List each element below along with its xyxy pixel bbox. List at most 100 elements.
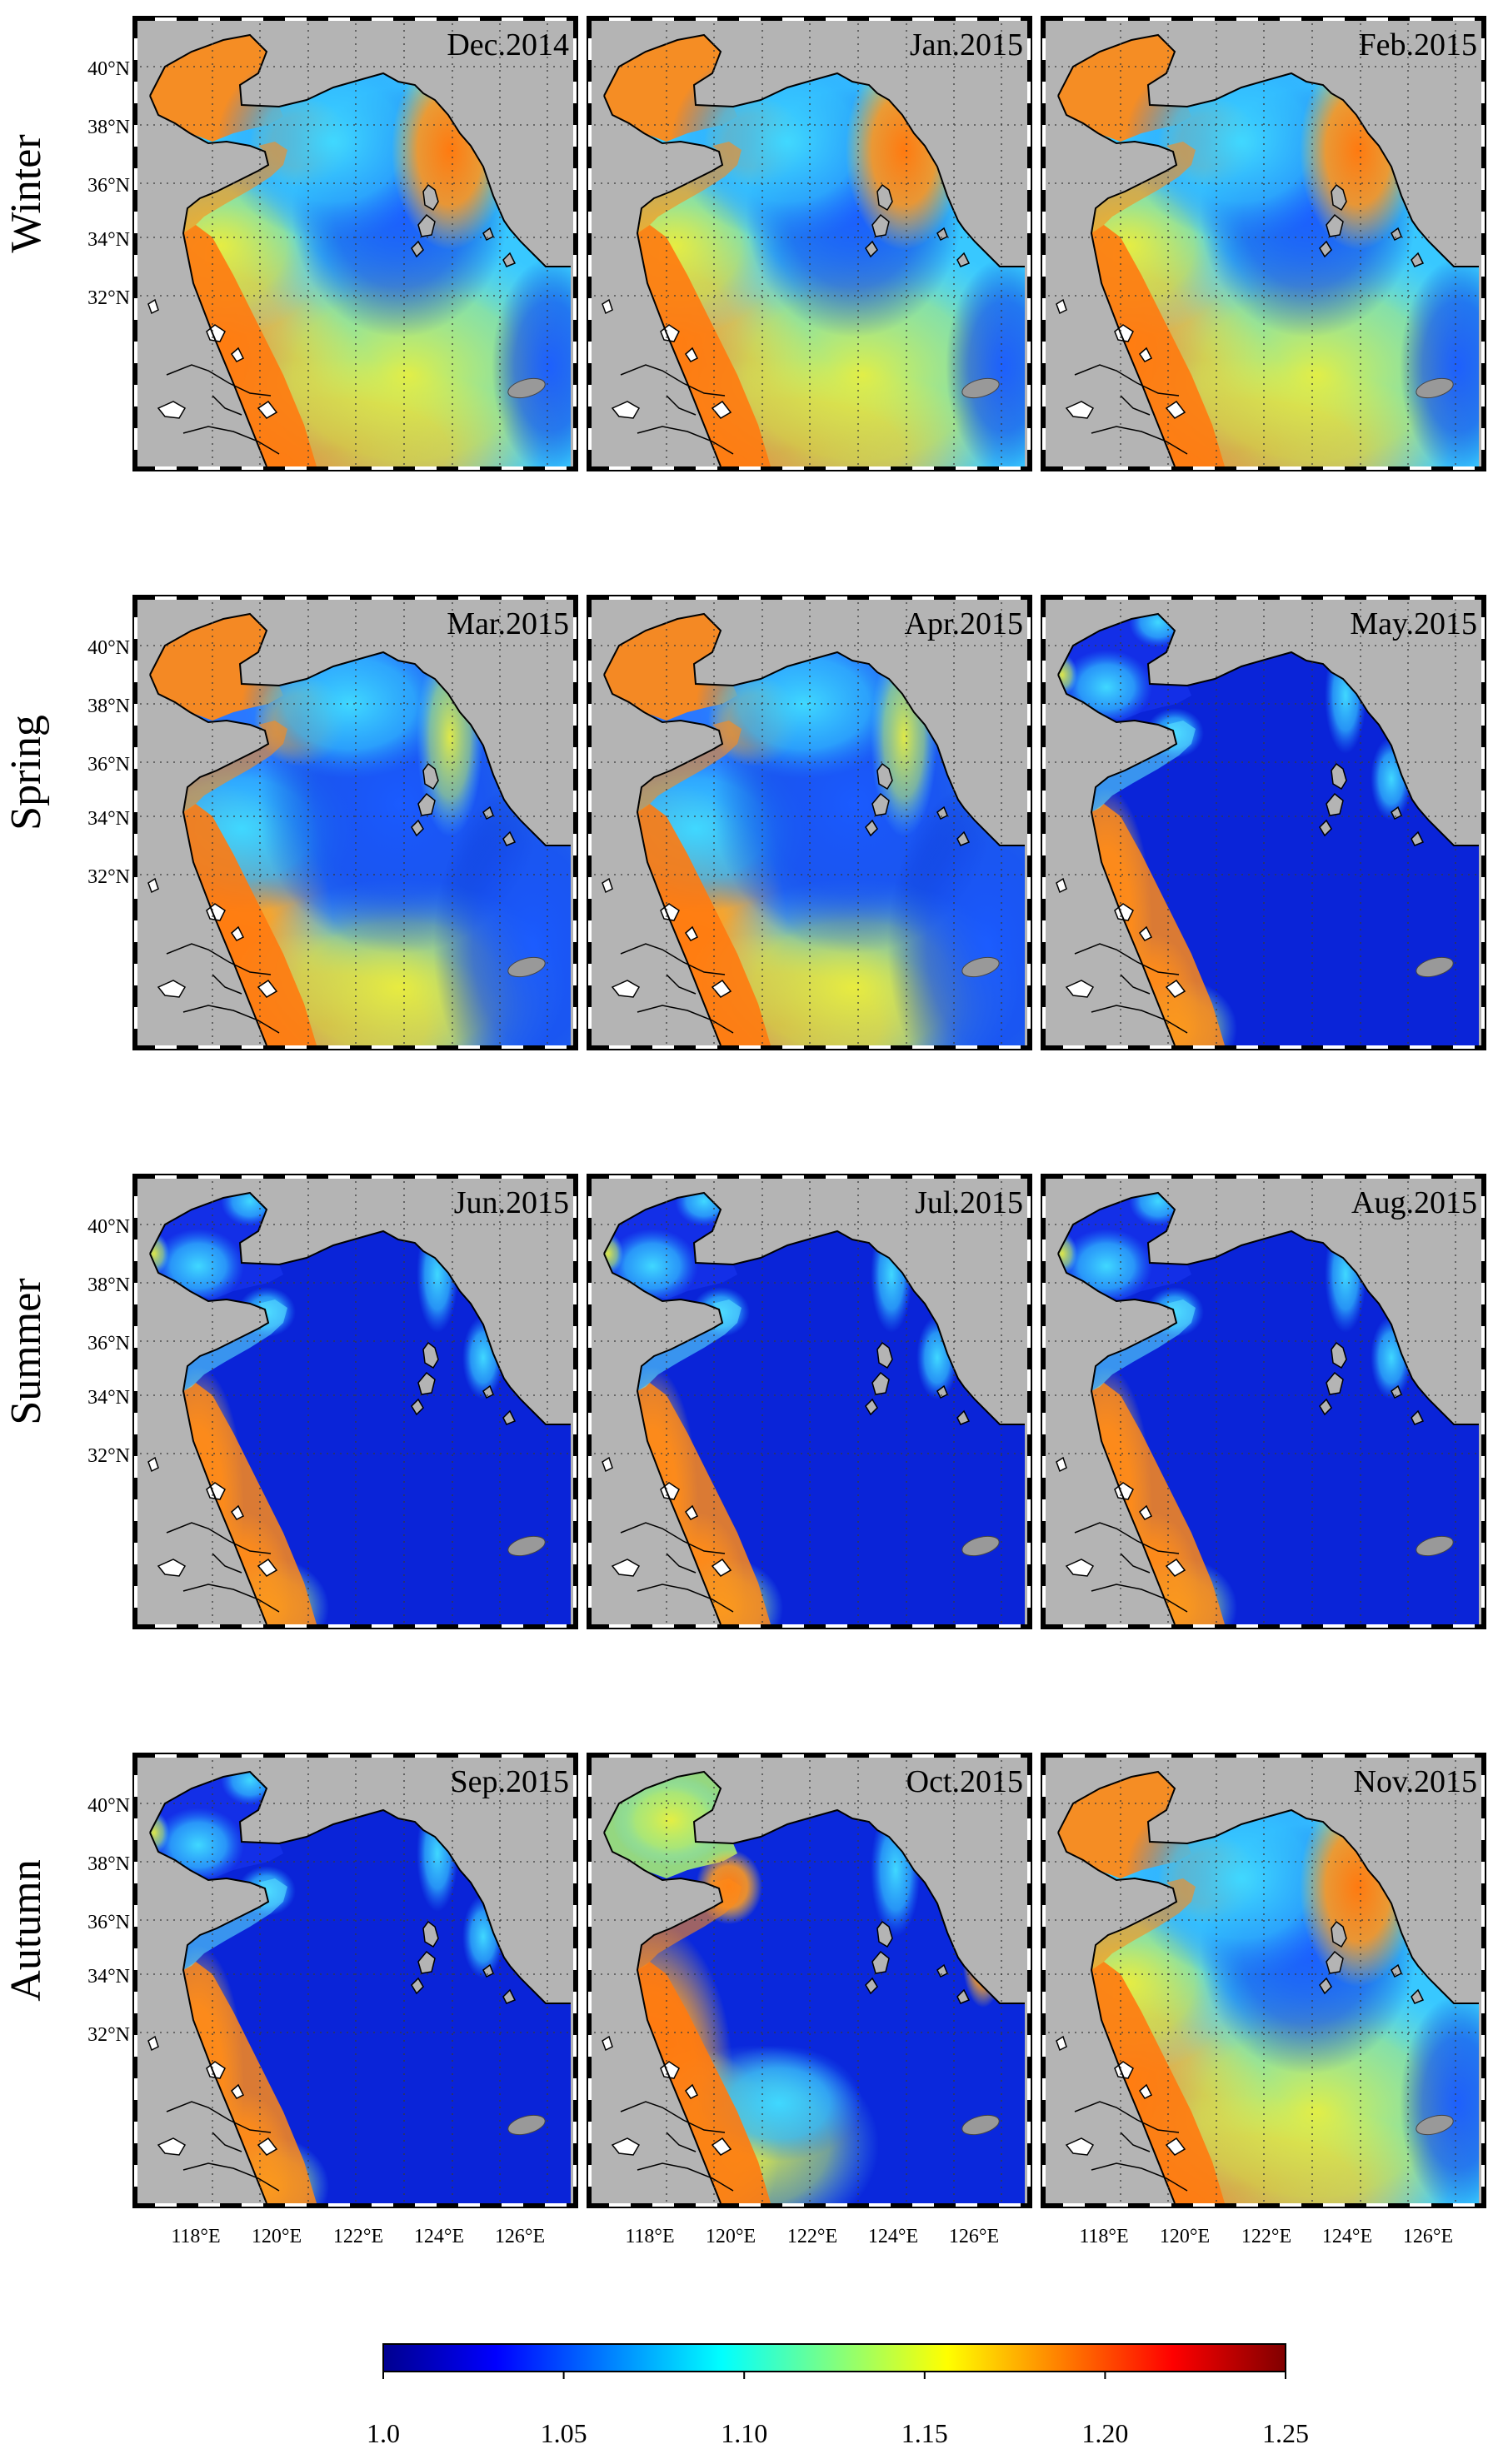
panel-title: Nov.2015 bbox=[1354, 1764, 1477, 1799]
lake bbox=[1139, 2083, 1153, 2099]
coastline bbox=[149, 1770, 571, 2203]
latitude-label: 40°N bbox=[87, 1795, 130, 1817]
colorbar-tick-labels: 1.0 1.05 1.10 1.15 1.20 1.25 bbox=[367, 2372, 1309, 2448]
island bbox=[417, 213, 436, 237]
island bbox=[411, 240, 424, 258]
longitude-label: 118°E bbox=[625, 2226, 674, 2247]
island bbox=[502, 1409, 517, 1425]
lake bbox=[231, 1504, 245, 1520]
lake bbox=[1065, 1559, 1095, 1577]
graticule bbox=[592, 21, 1027, 466]
latitude-label: 34°N bbox=[87, 1387, 130, 1409]
latitude-label: 34°N bbox=[87, 1966, 130, 1988]
jeju-island bbox=[507, 956, 546, 978]
coastline bbox=[1057, 1191, 1479, 1624]
panel-title: Aug.2015 bbox=[1351, 1185, 1477, 1220]
colorbar-tick-label: 1.20 bbox=[1081, 2418, 1128, 2448]
graticule bbox=[592, 1179, 1027, 1624]
longitude-label: 122°E bbox=[1241, 2226, 1291, 2247]
jeju-island bbox=[961, 1535, 1000, 1557]
island bbox=[482, 806, 494, 821]
lake bbox=[602, 877, 613, 894]
latitude-label: 38°N bbox=[87, 1274, 130, 1296]
island bbox=[422, 1341, 439, 1369]
island bbox=[1391, 1963, 1402, 1978]
jeju-island bbox=[1416, 377, 1454, 399]
lake bbox=[1139, 1504, 1153, 1520]
lake bbox=[711, 979, 732, 998]
jeju-island bbox=[961, 2114, 1000, 2136]
latitude-label: 40°N bbox=[87, 58, 130, 80]
lake bbox=[257, 1558, 278, 1577]
island bbox=[936, 227, 948, 242]
panel-border bbox=[1041, 16, 1486, 471]
lake bbox=[257, 2137, 278, 2156]
latitude-label: 36°N bbox=[87, 1912, 130, 1933]
map-panel: Oct.2015 bbox=[587, 1753, 1032, 2208]
longitude-label: 124°E bbox=[868, 2226, 918, 2247]
lake bbox=[685, 2083, 699, 2099]
lake bbox=[231, 347, 245, 362]
panel-border bbox=[587, 595, 1032, 1050]
map-panel: May.2015 bbox=[1041, 595, 1486, 1050]
latitude-label: 32°N bbox=[87, 2024, 130, 2046]
island bbox=[936, 1384, 948, 1399]
panel-title: Feb.2015 bbox=[1359, 27, 1478, 62]
jeju-island bbox=[507, 2114, 546, 2136]
graticule bbox=[592, 600, 1027, 1045]
longitude-label: 118°E bbox=[171, 2226, 220, 2247]
lake bbox=[611, 2137, 641, 2156]
colorbar: 1.0 1.05 1.10 1.15 1.20 1.25 bbox=[367, 2343, 1309, 2448]
lake bbox=[157, 980, 187, 998]
lake bbox=[1056, 298, 1067, 315]
coastline bbox=[1057, 33, 1479, 466]
lake bbox=[611, 401, 641, 419]
island bbox=[417, 792, 436, 816]
lake bbox=[1165, 400, 1186, 419]
island bbox=[1319, 1977, 1332, 1995]
island bbox=[876, 762, 893, 791]
rivers bbox=[166, 943, 280, 1034]
panel-title: Apr.2015 bbox=[905, 606, 1024, 641]
graticule bbox=[137, 600, 573, 1045]
panel-title: Jul.2015 bbox=[915, 1185, 1023, 1220]
island bbox=[1326, 1950, 1344, 1974]
lake bbox=[1056, 877, 1067, 894]
jeju-island bbox=[1416, 1535, 1454, 1557]
island bbox=[1326, 1371, 1344, 1395]
island bbox=[1326, 792, 1344, 816]
lake bbox=[711, 2137, 732, 2156]
rivers bbox=[620, 943, 734, 1034]
island bbox=[1391, 227, 1402, 242]
island bbox=[865, 1977, 878, 1995]
island bbox=[871, 1950, 890, 1974]
coastline bbox=[603, 1191, 1025, 1624]
island bbox=[1319, 819, 1332, 837]
island bbox=[502, 1988, 517, 2004]
panel-title: Dec.2014 bbox=[447, 27, 569, 62]
coastline bbox=[149, 1191, 571, 1624]
lake bbox=[257, 979, 278, 998]
island bbox=[417, 1371, 436, 1395]
latitude-label: 38°N bbox=[87, 696, 130, 717]
panel-title: May.2015 bbox=[1350, 606, 1477, 641]
lake bbox=[611, 980, 641, 998]
latitude-label: 32°N bbox=[87, 1445, 130, 1467]
coastline bbox=[603, 612, 1025, 1045]
island bbox=[1411, 1409, 1425, 1425]
longitude-label: 120°E bbox=[1160, 2226, 1210, 2247]
map-panel: Nov.2015 bbox=[1041, 1753, 1486, 2208]
lake bbox=[157, 2137, 187, 2156]
island bbox=[422, 762, 439, 791]
colorbar-tick-label: 1.10 bbox=[721, 2418, 767, 2448]
rivers bbox=[1074, 364, 1188, 455]
season-label: Summer bbox=[2, 1278, 50, 1424]
island bbox=[502, 252, 517, 267]
island bbox=[956, 830, 971, 846]
island bbox=[422, 183, 439, 212]
panel-border bbox=[587, 16, 1032, 471]
island bbox=[936, 806, 948, 821]
lake bbox=[147, 877, 159, 894]
lake bbox=[257, 400, 278, 419]
lake bbox=[157, 401, 187, 419]
